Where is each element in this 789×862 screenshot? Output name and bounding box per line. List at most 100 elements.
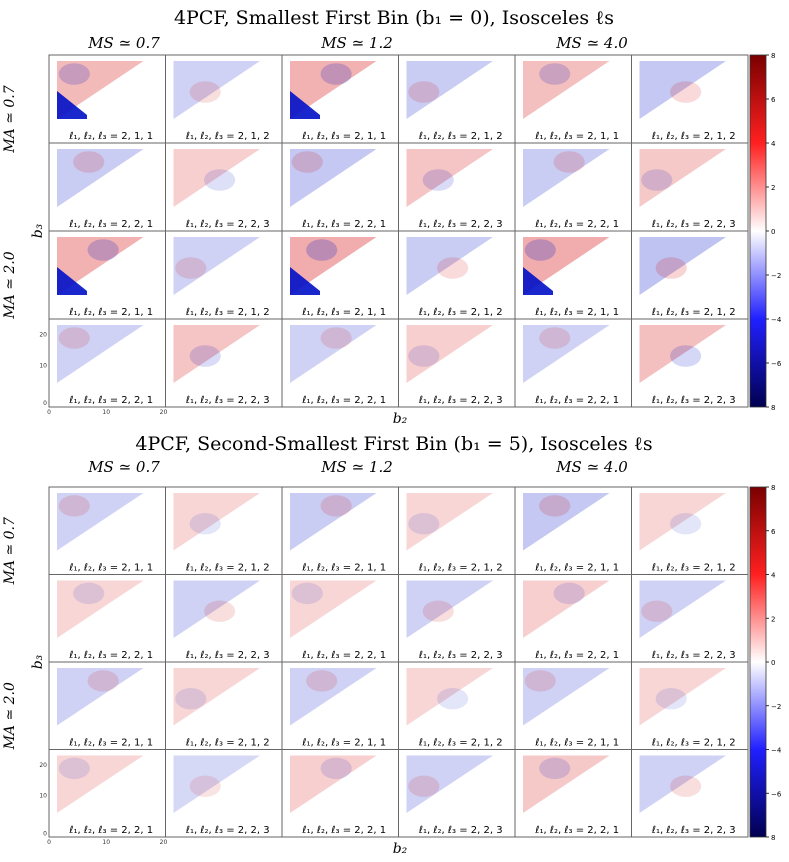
- heatmap-panel: ℓ₁, ℓ₂, ℓ₃ = 2, 2, 1: [281, 574, 399, 663]
- panel-label: ℓ₁, ℓ₂, ℓ₃ = 2, 2, 3: [652, 219, 736, 230]
- heatmap-triangle: [290, 493, 377, 551]
- panel-label: ℓ₁, ℓ₂, ℓ₃ = 2, 2, 1: [69, 650, 153, 661]
- heatmap-blob: [641, 169, 673, 191]
- heatmap-blob: [320, 757, 352, 780]
- heatmap-blob: [670, 81, 702, 103]
- colorbar: [749, 54, 767, 408]
- heatmap-panel: ℓ₁, ℓ₂, ℓ₃ = 2, 1, 1: [281, 54, 399, 144]
- panel-label: ℓ₁, ℓ₂, ℓ₃ = 2, 1, 2: [419, 131, 503, 142]
- heatmap-strong-region: [57, 91, 87, 119]
- heatmap-blob: [189, 81, 221, 103]
- colorbar-tick-label: 6: [771, 96, 776, 104]
- heatmap-blob: [670, 775, 702, 797]
- heatmap-triangle: [406, 580, 493, 638]
- panel-frame: [631, 230, 749, 320]
- heatmap-panel: ℓ₁, ℓ₂, ℓ₃ = 2, 1, 2: [165, 54, 283, 144]
- column-header-ms: MS ≃ 4.0: [555, 458, 628, 476]
- colorbar-tick-label: 0: [771, 228, 775, 236]
- figure-title: 4PCF, Smallest First Bin (b₁ = 0), Isosc…: [174, 7, 614, 29]
- panel-label: ℓ₁, ℓ₂, ℓ₃ = 2, 1, 1: [302, 738, 386, 749]
- panel-frame: [398, 142, 516, 232]
- colorbar-tick-label: 8: [771, 834, 775, 842]
- heatmap-panel: ℓ₁, ℓ₂, ℓ₃ = 2, 1, 2: [165, 486, 283, 575]
- panel-frame: [281, 661, 399, 750]
- colorbar-tick-label: 0: [771, 659, 775, 667]
- panel-frame: [48, 230, 166, 320]
- panel-label: ℓ₁, ℓ₂, ℓ₃ = 2, 1, 2: [419, 307, 503, 318]
- heatmap-panel: ℓ₁, ℓ₂, ℓ₃ = 2, 1, 2: [398, 230, 516, 320]
- panel-frame: [165, 574, 283, 663]
- heatmap-triangle: [523, 493, 610, 551]
- panel-label: ℓ₁, ℓ₂, ℓ₃ = 2, 1, 2: [652, 738, 736, 749]
- row-label-ma: MA ≃ 0.7: [2, 517, 18, 585]
- heatmap-triangle: [173, 755, 260, 813]
- panel-frame: [48, 661, 166, 750]
- panel-label: ℓ₁, ℓ₂, ℓ₃ = 2, 1, 2: [419, 738, 503, 749]
- colorbar-tick-label: 8: [771, 404, 775, 412]
- panel-frame: [631, 661, 749, 750]
- heatmap-panel: ℓ₁, ℓ₂, ℓ₃ = 2, 2, 3: [631, 574, 749, 663]
- heatmap-triangle: [290, 61, 377, 119]
- heatmap-panel: ℓ₁, ℓ₂, ℓ₃ = 2, 2, 3: [398, 574, 516, 663]
- row-label-ma: MA ≃ 2.0: [2, 251, 18, 319]
- heatmap-panel: ℓ₁, ℓ₂, ℓ₃ = 2, 2, 1: [48, 318, 166, 408]
- panel-frame: [281, 574, 399, 663]
- heatmap-panel: ℓ₁, ℓ₂, ℓ₃ = 2, 1, 1: [48, 54, 166, 144]
- heatmap-triangle: [639, 237, 726, 295]
- heatmap-triangle: [639, 325, 726, 383]
- heatmap-blob: [87, 239, 119, 261]
- panel-frame: [48, 142, 166, 232]
- panel-frame: [48, 54, 166, 144]
- heatmap-panel: ℓ₁, ℓ₂, ℓ₃ = 2, 1, 1: [48, 486, 166, 575]
- heatmap-panel: ℓ₁, ℓ₂, ℓ₃ = 2, 1, 2: [398, 486, 516, 575]
- heatmap-panel: ℓ₁, ℓ₂, ℓ₃ = 2, 1, 2: [631, 54, 749, 144]
- heatmap-panel: ℓ₁, ℓ₂, ℓ₃ = 2, 1, 1: [514, 661, 632, 750]
- heatmap-triangle: [639, 668, 726, 726]
- heatmap-triangle: [173, 325, 260, 383]
- heatmap-triangle: [57, 493, 144, 551]
- colorbar-tick-label: 6: [771, 528, 776, 536]
- colorbar-tick-label: −4: [771, 747, 782, 755]
- heatmap-triangle: [173, 237, 260, 295]
- y-tick-label: 10: [39, 793, 47, 800]
- heatmap-blob: [437, 688, 469, 710]
- x-tick-label: 10: [102, 839, 110, 846]
- panel-frame: [281, 54, 399, 144]
- colorbar-tick-label: −6: [771, 790, 782, 798]
- heatmap-triangle: [173, 493, 260, 551]
- row-label-ma: MA ≃ 2.0: [2, 682, 18, 750]
- panel-frame: [281, 486, 399, 575]
- x-tick-label: 0: [47, 839, 51, 846]
- heatmap-blob: [539, 327, 571, 349]
- heatmap-blob: [320, 495, 352, 517]
- colorbar-tick-label: 8: [771, 484, 775, 492]
- heatmap-panel: ℓ₁, ℓ₂, ℓ₃ = 2, 2, 1: [281, 318, 399, 408]
- column-header-ms: MS ≃ 4.0: [555, 34, 628, 52]
- column-header-ms: MS ≃ 1.2: [320, 34, 393, 52]
- heatmap-panel: ℓ₁, ℓ₂, ℓ₃ = 2, 2, 3: [165, 142, 283, 232]
- heatmap-blob: [58, 327, 90, 349]
- heatmap-triangle: [290, 237, 377, 295]
- heatmap-triangle: [173, 668, 260, 726]
- panel-label: ℓ₁, ℓ₂, ℓ₃ = 2, 1, 1: [535, 738, 619, 749]
- heatmap-blob: [670, 513, 702, 535]
- panel-label: ℓ₁, ℓ₂, ℓ₃ = 2, 1, 1: [302, 307, 386, 318]
- heatmap-strong-region: [57, 267, 87, 295]
- panel-label: ℓ₁, ℓ₂, ℓ₃ = 2, 2, 1: [302, 395, 386, 406]
- panel-label: ℓ₁, ℓ₂, ℓ₃ = 2, 2, 3: [419, 825, 503, 836]
- heatmap-triangle: [57, 61, 144, 119]
- colorbar-tick-label: −2: [771, 703, 781, 711]
- panel-label: ℓ₁, ℓ₂, ℓ₃ = 2, 2, 3: [186, 825, 270, 836]
- heatmap-blob: [58, 63, 90, 85]
- panel-label: ℓ₁, ℓ₂, ℓ₃ = 2, 1, 1: [69, 563, 153, 574]
- heatmap-triangle: [406, 61, 493, 119]
- heatmap-triangle: [639, 149, 726, 207]
- heatmap-panel: ℓ₁, ℓ₂, ℓ₃ = 2, 1, 1: [514, 486, 632, 575]
- panel-frame: [398, 486, 516, 575]
- heatmap-triangle: [57, 149, 144, 207]
- heatmap-panel: ℓ₁, ℓ₂, ℓ₃ = 2, 1, 1: [281, 230, 399, 320]
- heatmap-panel: ℓ₁, ℓ₂, ℓ₃ = 2, 1, 2: [631, 661, 749, 750]
- panel-frame: [398, 661, 516, 750]
- heatmap-blob: [73, 582, 105, 605]
- heatmap-panel: ℓ₁, ℓ₂, ℓ₃ = 2, 2, 3: [398, 142, 516, 232]
